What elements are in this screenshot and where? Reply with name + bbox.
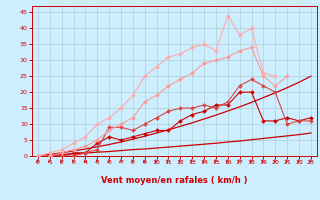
X-axis label: Vent moyen/en rafales ( km/h ): Vent moyen/en rafales ( km/h ) — [101, 176, 248, 185]
